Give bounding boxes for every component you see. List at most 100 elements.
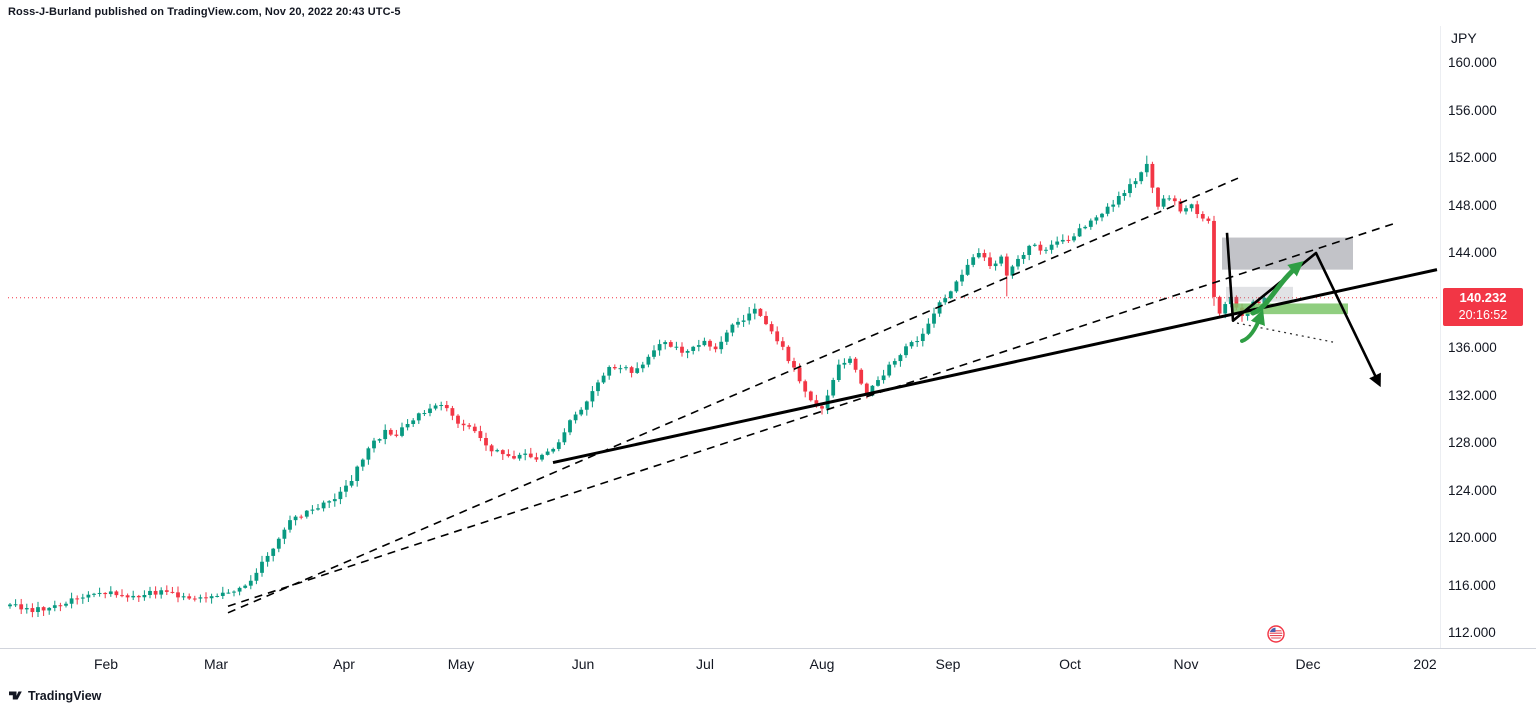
time-tick-label: Feb (93, 656, 119, 672)
candle (372, 440, 376, 449)
candle (215, 595, 220, 597)
candle (86, 594, 91, 598)
candle (159, 590, 164, 595)
candle (741, 320, 746, 322)
candle (450, 408, 455, 416)
candle (52, 605, 57, 608)
candle (713, 346, 718, 350)
candle (360, 459, 365, 467)
candle (69, 598, 74, 604)
candle (271, 548, 276, 556)
candle (467, 425, 472, 427)
dotted-guide-line[interactable] (1236, 322, 1334, 343)
candle (904, 346, 908, 356)
candle (248, 580, 253, 586)
candle (943, 298, 948, 303)
candle (1133, 181, 1138, 185)
lower-dashed-trendline[interactable] (227, 223, 1394, 608)
candle (41, 607, 46, 611)
time-tick-label: Jun (571, 656, 595, 672)
candle (769, 324, 774, 332)
supply-zone[interactable] (1222, 237, 1353, 270)
candle (540, 454, 544, 460)
candle (652, 350, 656, 357)
candle (321, 502, 326, 509)
candle (842, 362, 847, 365)
candle (612, 367, 617, 369)
candle (254, 572, 259, 581)
candle (428, 408, 432, 414)
candle (411, 420, 416, 424)
candle (478, 431, 483, 438)
candle (814, 400, 819, 407)
candle (433, 405, 438, 409)
candle (752, 308, 757, 314)
candle (1217, 296, 1222, 314)
candle (797, 367, 802, 382)
candle (764, 315, 768, 325)
candle (232, 591, 236, 593)
candle (562, 432, 567, 443)
candle (484, 437, 488, 446)
candle (1144, 163, 1149, 173)
candle (288, 520, 292, 530)
candle (1212, 220, 1216, 297)
candle (948, 291, 953, 299)
candle (181, 596, 186, 598)
candle (786, 346, 791, 362)
candle (349, 481, 354, 486)
upper-dashed-trendline[interactable] (227, 177, 1239, 614)
candle (153, 590, 158, 595)
candle (674, 346, 679, 348)
time-tick-label: Sep (935, 656, 961, 672)
candle (965, 264, 970, 275)
candle (775, 331, 780, 342)
candle (1172, 198, 1177, 202)
support-zone[interactable] (1231, 303, 1348, 315)
candle (176, 592, 180, 598)
candle (551, 448, 556, 452)
candle (920, 333, 925, 342)
tradingview-attribution[interactable]: TradingView (8, 688, 101, 703)
candle (887, 364, 892, 376)
us-flag-icon[interactable] (1267, 625, 1285, 643)
time-tick-label: 202 (1413, 656, 1437, 672)
candle (629, 367, 634, 373)
candle (870, 385, 875, 396)
bounce-arrow-2[interactable] (1240, 309, 1265, 343)
candle (114, 591, 119, 596)
candle (1116, 196, 1121, 205)
time-tick-label: Aug (809, 656, 835, 672)
time-tick-label: Nov (1173, 656, 1199, 672)
candle (836, 364, 841, 380)
candle (1105, 206, 1110, 214)
candle (724, 332, 729, 342)
candle (260, 561, 264, 573)
candle (691, 346, 696, 351)
candle (719, 341, 724, 350)
candle (394, 434, 399, 436)
candle (1223, 304, 1228, 314)
candle (500, 450, 505, 455)
candle (299, 516, 304, 518)
candle (1083, 226, 1088, 229)
candle (1189, 204, 1194, 209)
candle (24, 608, 29, 610)
candle (1044, 249, 1048, 251)
candle (355, 466, 360, 481)
solid-trendline[interactable] (552, 268, 1438, 465)
candle (416, 413, 421, 421)
lines-layer (227, 177, 1438, 614)
attribution-text: Ross-J-Burland published on TradingView.… (8, 6, 401, 18)
time-axis[interactable]: Feb Mar Apr May Jun Jul Aug Sep Oct Nov Dec 202 (0, 648, 1536, 679)
candle (624, 367, 628, 369)
candle (400, 427, 404, 436)
candle (1055, 241, 1060, 245)
candle (579, 409, 584, 415)
time-tick-label: Apr (333, 656, 355, 672)
candle (92, 593, 96, 595)
candle (708, 340, 712, 347)
candle (680, 346, 684, 353)
projection-arrow[interactable] (1225, 232, 1381, 388)
